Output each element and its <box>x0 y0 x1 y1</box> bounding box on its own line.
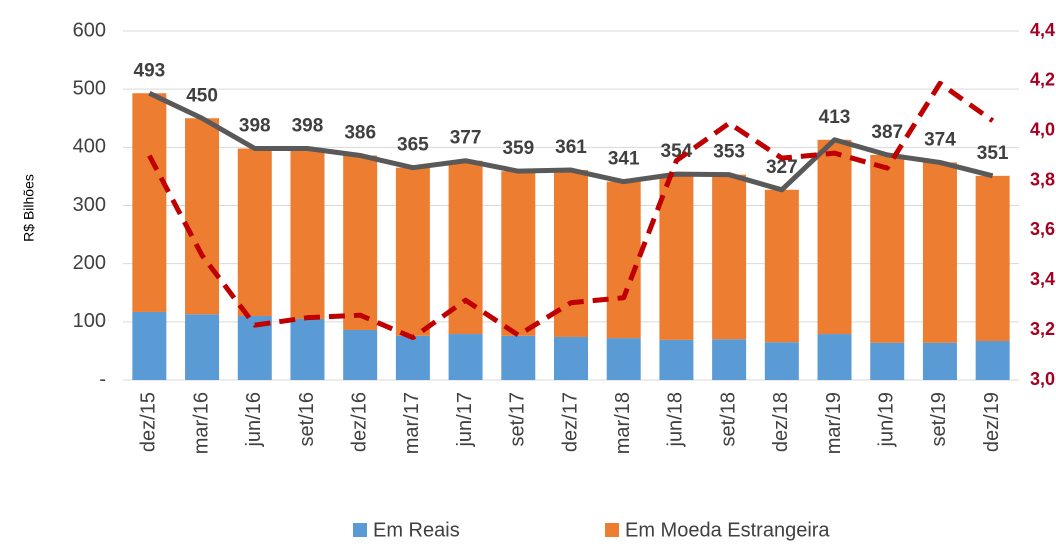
bar-segment <box>554 336 588 380</box>
bar-segment <box>132 311 167 380</box>
line <box>148 90 994 193</box>
bar-segment <box>395 167 430 336</box>
y-tick-label: - <box>99 368 106 390</box>
bar-segment <box>237 148 272 317</box>
bar-segment <box>817 334 852 380</box>
y-tick-label: 600 <box>73 19 106 41</box>
data-label: 386 <box>344 122 376 143</box>
x-tick-label: mar/16 <box>190 392 212 454</box>
x-tick-label: set/16 <box>296 392 318 446</box>
data-label: 351 <box>977 143 1009 164</box>
data-label: 365 <box>397 135 429 156</box>
bar-segment <box>975 175 1010 342</box>
bar-segment <box>448 334 483 380</box>
data-label: 377 <box>450 128 482 149</box>
bar-segment <box>290 318 325 380</box>
y2-tick-label: 3,8 <box>1030 169 1055 189</box>
bar-segment <box>501 171 536 336</box>
x-tick-label: jun/16 <box>243 392 265 448</box>
bar-segment <box>975 341 1010 380</box>
bar-segment <box>712 339 747 380</box>
x-tick-label: dez/19 <box>981 392 1003 452</box>
x-tick-label: mar/17 <box>401 392 423 454</box>
y-tick-label: 200 <box>73 252 106 274</box>
y2-tick-label: 3,6 <box>1030 219 1055 239</box>
x-tick-label: dez/17 <box>559 392 581 452</box>
y-tick-label: 400 <box>73 136 106 158</box>
legend-swatch <box>605 523 619 537</box>
legend-label: Em Reais <box>373 519 460 541</box>
x-tick-label: mar/19 <box>823 392 845 454</box>
x-tick-label: jun/18 <box>665 392 687 448</box>
y-tick-label: 100 <box>73 310 106 332</box>
data-label: 387 <box>871 122 903 143</box>
bar-segment <box>185 118 220 315</box>
bar-segment <box>395 335 430 380</box>
data-label: 361 <box>555 137 587 158</box>
bar-segment <box>870 154 905 343</box>
bar-segment <box>185 314 220 380</box>
bar-segment <box>132 93 167 312</box>
data-label: 353 <box>713 142 745 163</box>
bar-segment <box>501 335 536 380</box>
bar-segment <box>343 155 378 330</box>
x-tick-label: dez/15 <box>138 392 160 452</box>
bar-segment <box>606 338 641 380</box>
bar-segment <box>659 339 694 380</box>
data-label: 341 <box>608 149 640 170</box>
y2-tick-label: 4,4 <box>1030 20 1055 40</box>
data-label: 398 <box>292 116 324 137</box>
y2-tick-label: 4,0 <box>1030 119 1055 139</box>
x-tick-label: set/17 <box>507 392 529 446</box>
x-tick-label: set/18 <box>717 392 739 446</box>
data-label: 450 <box>186 85 218 106</box>
legend-swatch <box>353 523 367 537</box>
bar-segment <box>764 342 799 380</box>
bar-segment <box>922 342 957 380</box>
bar-segment <box>712 174 747 340</box>
x-tick-label: jun/17 <box>454 392 476 448</box>
y2-tick-label: 3,2 <box>1030 319 1055 339</box>
legend-label: Em Moeda Estrangeira <box>625 519 830 541</box>
bar-segment <box>922 162 957 343</box>
y-tick-label: 500 <box>73 77 106 99</box>
y2-tick-label: 3,0 <box>1030 369 1055 389</box>
x-tick-label: dez/16 <box>348 392 370 452</box>
bar-segment <box>290 148 325 319</box>
y-axis-label: R$ Bilhões <box>21 174 37 242</box>
y-tick-label: 300 <box>73 194 106 216</box>
x-tick-label: mar/18 <box>612 392 634 454</box>
y2-tick-label: 3,4 <box>1030 269 1055 289</box>
x-tick-label: set/19 <box>928 392 950 446</box>
line <box>147 80 995 341</box>
data-label: 374 <box>924 129 956 150</box>
data-label: 493 <box>134 60 166 81</box>
bar-segment <box>764 189 799 343</box>
data-label: 327 <box>766 157 798 178</box>
data-label: 398 <box>239 116 271 137</box>
x-tick-label: jun/19 <box>876 392 898 448</box>
data-label: 359 <box>502 138 534 159</box>
bar-segment <box>343 329 378 380</box>
x-tick-label: dez/18 <box>770 392 792 452</box>
bar-segment <box>606 181 641 339</box>
data-label: 413 <box>819 107 851 128</box>
bar-segment <box>659 174 694 340</box>
bar-segment <box>817 139 852 335</box>
bar-segment <box>870 342 905 380</box>
y2-tick-label: 4,2 <box>1030 70 1055 90</box>
